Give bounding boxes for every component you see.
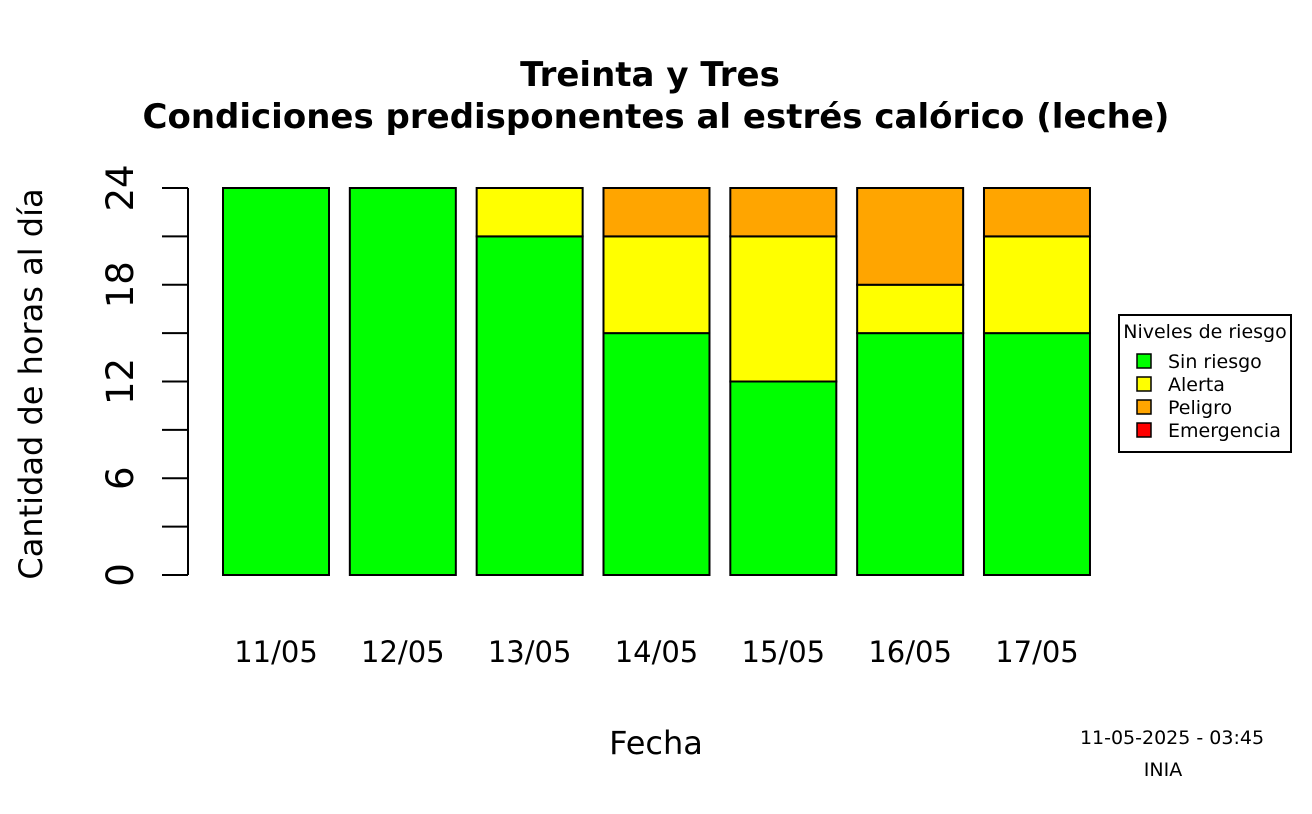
bar-segment [729, 380, 838, 576]
chart-subtitle: Condiciones predisponentes al estrés cal… [143, 97, 1170, 137]
legend-swatch [1136, 399, 1152, 415]
bar-segment [475, 187, 584, 238]
y-axis: 0 6 12 18 24 [99, 164, 189, 587]
legend-swatch [1136, 422, 1152, 438]
bar-segment [982, 235, 1091, 335]
x-tick-label: 16/05 [868, 635, 952, 669]
timestamp: 11-05-2025 - 03:45 [1080, 727, 1264, 749]
x-tick-label: 13/05 [488, 635, 572, 669]
source-label: INIA [1144, 759, 1182, 781]
legend-entry-label: Alerta [1168, 374, 1225, 396]
x-tick-label: 15/05 [742, 635, 826, 669]
bar-segment [982, 187, 1091, 238]
bar-segment [602, 332, 711, 576]
bar-segment [856, 283, 965, 335]
y-tick-label: 6 [99, 466, 142, 490]
bar-segment [602, 187, 711, 238]
bar-segment [602, 235, 711, 335]
chart-title: Treinta y Tres [520, 55, 780, 95]
bar-segment [856, 332, 965, 576]
x-axis-label: Fecha [609, 724, 703, 762]
bars-group [222, 187, 1091, 576]
bar-segment [475, 235, 584, 576]
bar-segment [222, 187, 330, 576]
legend-box [1118, 314, 1292, 453]
bar-segment [982, 332, 1091, 576]
y-tick-label: 18 [99, 261, 142, 308]
x-tick-label: 17/05 [995, 635, 1079, 669]
legend-swatch [1136, 353, 1152, 369]
y-tick-label: 0 [99, 563, 142, 587]
y-axis-label: Cantidad de horas al día [12, 188, 50, 579]
legend-entry-label: Sin riesgo [1168, 351, 1262, 373]
bar-segment [729, 187, 838, 238]
bar-segment [348, 187, 457, 576]
y-tick-label: 24 [99, 164, 142, 211]
bar-segment [856, 187, 965, 286]
x-tick-label: 11/05 [234, 635, 318, 669]
legend-entry-label: Emergencia [1168, 420, 1281, 442]
legend-entry-label: Peligro [1168, 397, 1232, 419]
legend-swatch [1136, 376, 1152, 392]
x-tick-label: 14/05 [615, 635, 699, 669]
legend-title: Niveles de riesgo [1123, 321, 1287, 343]
x-tick-labels: 11/05 12/05 13/05 14/05 15/05 16/05 17/05 [234, 635, 1079, 669]
legend: Niveles de riesgo Sin riesgoAlertaPeligr… [1118, 314, 1292, 453]
y-tick-label: 12 [99, 358, 142, 405]
x-tick-label: 12/05 [361, 635, 445, 669]
bar-segment [729, 235, 838, 383]
